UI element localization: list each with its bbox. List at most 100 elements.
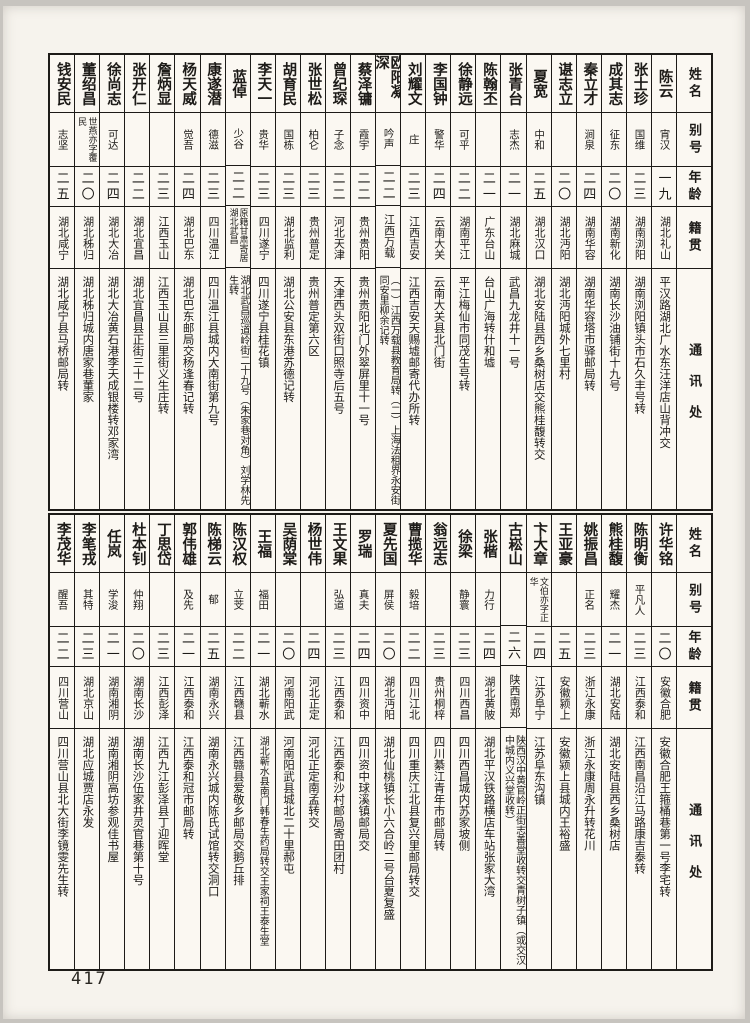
page-number: 417 (71, 969, 108, 989)
row-header-name: 姓名 (677, 515, 711, 573)
address-cell: 四川资中球溪镇邮局交 (351, 729, 375, 969)
age-cell: 二一 (476, 167, 501, 207)
address-cell-text: 四川营山县北大街李镜雯先生转 (56, 736, 69, 897)
native-cell-text: 四川遂宁 (257, 215, 270, 260)
address-cell: 四川綦江青年市邮局转 (426, 729, 450, 969)
address-cell-text: 江西吉安天赐墟邮寄代办所转 (407, 276, 420, 426)
alias-cell: 耀杰 (601, 573, 626, 627)
native-cell: 湖北巴东 (175, 207, 200, 269)
address-cell-text: 河南阳武县城北二十里郝屯 (281, 736, 294, 874)
name-cell-text: 王福 (255, 529, 272, 558)
name-cell-text: 秦立才 (581, 61, 598, 106)
address-cell: 湖南长沙油铺街十九号 (602, 269, 626, 509)
age-cell: 二一 (250, 627, 275, 667)
name-cell: 张世松 (300, 55, 325, 113)
native-cell: 江苏阜宁 (526, 667, 551, 729)
native-cell-text: 河北天津 (332, 215, 345, 260)
alias-cell: 德滋 (200, 113, 225, 167)
address-cell-text: 江西玉山县三里街义生庄转 (156, 276, 169, 414)
alias-cell: 庄 (401, 113, 426, 167)
age-cell-text: 二二 (405, 630, 421, 663)
row-header-age: 年龄 (677, 167, 711, 207)
alias-cell-text: 郁 (207, 594, 220, 605)
address-cell-text: 湖北秭归城内唐家巷董家 (81, 276, 94, 403)
name-cell: 杜本钊 (125, 515, 150, 573)
age-cell: 二二 (401, 627, 426, 667)
address-cell: 四川温江县城内大南街第九号 (201, 269, 225, 509)
person-column: 丁思岱 二三 江西彭泽 江西九江彭泽县丁迎晖堂 (150, 515, 176, 969)
age-cell: 二三 (576, 627, 601, 667)
name-cell: 欧阳凝深 (376, 55, 401, 113)
alias-cell: 静寰 (451, 573, 476, 627)
alias-cell (551, 573, 576, 627)
alias-cell: 毅培 (401, 573, 426, 627)
row-header-alias: 别号 (677, 113, 711, 167)
age-cell-text: 二六 (505, 629, 521, 662)
age-cell: 二四 (300, 627, 325, 667)
alias-cell (501, 573, 526, 627)
address-cell: 安徽颍上县城内王裕盛 (552, 729, 576, 969)
person-column: 陈梯云郁二五 湖南永兴 湖南永兴城内陈氏试馆转交洞口 (200, 515, 226, 969)
native-cell-text: 湖北秭归 (81, 215, 94, 260)
native-cell: 江西赣县 (225, 667, 250, 729)
alias-cell: 及先 (175, 573, 200, 627)
name-cell: 许华铭 (651, 515, 676, 573)
alias-cell: 吟声 (376, 113, 401, 167)
age-cell-text: 二〇 (280, 630, 296, 663)
age-cell: 一九 (651, 167, 676, 207)
age-cell-text: 二一 (505, 170, 521, 203)
age-cell-text: 二三 (631, 630, 647, 663)
age-cell: 二四 (350, 627, 376, 667)
native-cell: 湖北礼山 (651, 207, 676, 269)
person-column: 董绍昌 世燕亦字覆民 二〇 湖北秭归 湖北秭归城内唐家巷董家 (75, 55, 101, 509)
name-cell-text: 张士珍 (631, 61, 648, 106)
name-cell-text: 熊桂馥 (606, 521, 623, 566)
address-cell: 四川西昌城内苏家坡侧 (451, 729, 475, 969)
name-cell-text: 李笔戎 (79, 521, 96, 566)
name-cell: 王福 (250, 515, 275, 573)
age-cell: 二五 (526, 167, 551, 207)
age-cell: 二〇 (551, 167, 576, 207)
alias-cell: 正名 (576, 573, 601, 627)
alias-cell: 志坚 (50, 113, 75, 167)
native-cell-text: 湖北巴东 (181, 215, 194, 260)
native-cell: 湖北沔阳 (376, 667, 401, 729)
alias-cell: 世燕亦字覆民 (75, 113, 100, 167)
name-cell: 郭伟雄 (175, 515, 200, 573)
person-column: 张楷 力行 二四 湖北黄陂 湖北平汉铁路横店车站张家大湾 (476, 515, 502, 969)
native-cell: 浙江永康 (576, 667, 601, 729)
address-cell-text: 湖北应城贾店永发 (81, 736, 94, 828)
native-cell: 江西彭泽 (150, 667, 175, 729)
person-column: 许华铭 二〇 安徽合肥 安徽合肥王箍桶巷第一号李宅转 (651, 515, 677, 969)
person-column: 卞大章 文伯亦字正华 二四 江苏阜宁 江苏阜东沟镇 (526, 515, 552, 969)
native-cell: 湖北汉口 (526, 207, 551, 269)
age-cell: 二三 (325, 627, 350, 667)
alias-cell: 力行 (476, 573, 501, 627)
native-cell-text: 云南大关 (432, 215, 445, 260)
native-cell-text: 湖北宜昌 (131, 215, 144, 260)
alias-cell (150, 113, 175, 167)
native-cell-text: 江苏阜宁 (533, 675, 546, 720)
address-cell: 湖北平汉铁路横店车站张家大湾 (476, 729, 500, 969)
age-cell-text: 二〇 (79, 170, 95, 203)
age-cell-text: 一九 (656, 170, 672, 203)
native-cell-text: 湖北黄陂 (482, 675, 495, 720)
name-cell-text: 王文果 (330, 521, 347, 566)
age-cell-text: 二二 (54, 630, 70, 663)
alias-cell (125, 113, 150, 167)
age-cell-text: 二五 (556, 630, 572, 663)
age-cell: 二二 (325, 167, 350, 207)
alias-cell: 其特 (75, 573, 100, 627)
address-cell: 浙江永康周永升转花川 (577, 729, 601, 969)
age-cell: 二四 (100, 167, 125, 207)
person-column: 罗瑞 真夫 二四 四川资中 四川资中球溪镇邮局交 (350, 515, 377, 969)
name-cell: 夏宽 (526, 55, 551, 113)
native-cell-text: 湖北沔阳 (382, 675, 395, 720)
native-cell-text: 湖北蕲水 (257, 675, 270, 720)
address-cell: 湖南浏阳镇头市石久丰号转 (627, 269, 651, 509)
person-column: 夏宽 中和 二五 湖北汉口 湖北安陆县西乡桑树店交熊桂馥转交 (526, 55, 552, 509)
address-cell-text: 湖北巴东邮局交杨逢春记转 (181, 276, 194, 414)
address-cell: 江西赣县爱敬乡邮局交鹅丘排 (226, 729, 250, 969)
row-header-name-text: 姓名 (686, 66, 702, 101)
person-column: 杨天威 觉吾 二四 湖北巴东 湖北巴东邮局交杨逢春记转 (175, 55, 201, 509)
